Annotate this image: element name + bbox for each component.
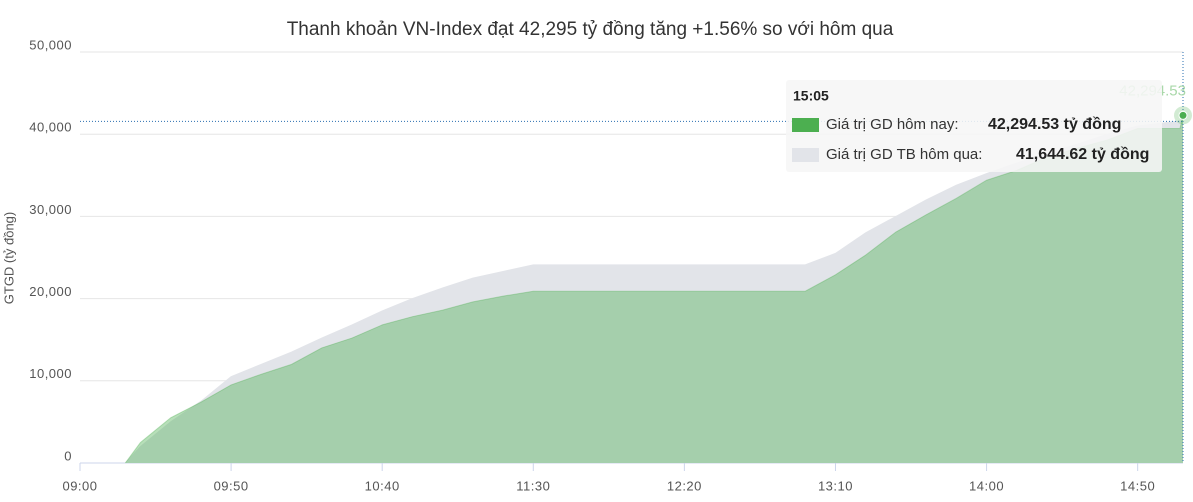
- y-axis-title: GTGD (tỷ đồng): [1, 212, 16, 304]
- x-tick-label: 14:00: [969, 478, 1004, 493]
- x-tick-label: 12:20: [667, 478, 702, 493]
- tooltip-swatch: [792, 118, 819, 132]
- x-tick-label: 10:40: [365, 478, 400, 493]
- tooltip-box: [786, 80, 1162, 172]
- area: [125, 120, 1184, 464]
- point: [1178, 110, 1188, 120]
- y-tick-label: 10,000: [29, 366, 72, 381]
- y-tick-label: 20,000: [29, 284, 72, 299]
- tooltip-time: 15:05: [793, 88, 829, 104]
- tooltip-value: 42,294.53 tỷ đồng: [988, 116, 1121, 133]
- y-tick-label: 40,000: [29, 120, 72, 135]
- x-tick-label: 09:50: [214, 478, 249, 493]
- chart-title: Thanh khoản VN-Index đạt 42,295 tỷ đồng …: [287, 19, 894, 40]
- y-tick-label: 0: [64, 448, 72, 463]
- tooltip-value: 41,644.62 tỷ đồng: [1016, 146, 1149, 163]
- tooltip-label: Giá trị GD TB hôm qua:: [826, 146, 982, 163]
- x-tick-label: 09:00: [62, 478, 97, 493]
- tooltip-label: Giá trị GD hôm nay:: [826, 116, 959, 133]
- y-tick-label: 30,000: [29, 202, 72, 217]
- area: [125, 115, 1184, 464]
- tooltip-swatch: [792, 148, 819, 162]
- x-tick-label: 11:30: [516, 478, 550, 493]
- x-tick-label: 13:10: [818, 478, 853, 493]
- tooltip: 15:05 Giá trị GD hôm nay: 42,294.53 tỷ đồ…: [786, 80, 1162, 172]
- y-tick-label: 50,000: [29, 37, 72, 52]
- x-tick-label: 14:50: [1120, 478, 1155, 493]
